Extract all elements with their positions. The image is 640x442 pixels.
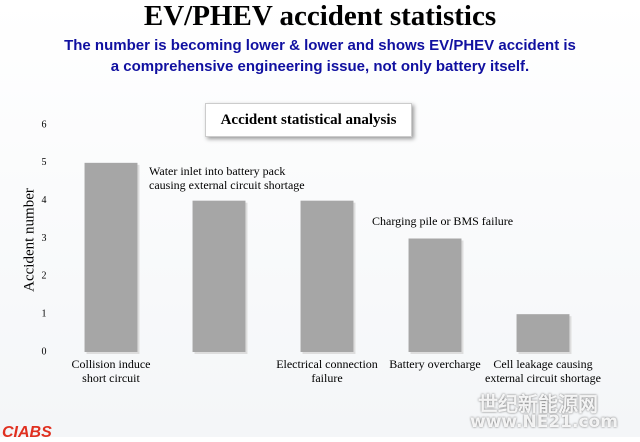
x-tick-label: Water inlet into battery pack causing ex… [149,164,305,192]
bar [408,238,462,352]
x-tick-label: Cell leakage causing external circuit sh… [485,357,601,385]
annotation: Charging pile or BMS failure [372,214,514,228]
x-tick-label: Electrical connection failure [276,357,378,385]
y-axis-label: Accident number [21,188,37,292]
bar [516,314,570,352]
y-tick-label: 0 [42,346,47,357]
subtitle: The number is becoming lower & lower and… [64,37,576,54]
y-tick-label: 5 [42,157,47,168]
chart-title: Accident statistical analysis [205,103,412,137]
bar [300,200,354,352]
bar [84,162,138,352]
x-tick-label: Collision induce short circuit [71,357,151,385]
y-tick-label: 6 [42,119,47,130]
x-tick-label: Battery overcharge [389,357,481,371]
slide-title: EV/PHEV accident statistics [143,0,497,32]
watermark: www.NE21.com [470,412,618,432]
logo: CIABS [2,424,52,441]
y-tick-label: 1 [42,308,47,319]
watermark: 世纪新能源网 [478,392,598,416]
y-tick-label: 2 [42,271,47,282]
y-tick-label: 4 [42,195,47,206]
y-tick-label: 3 [42,233,47,244]
subtitle: a comprehensive engineering issue, not o… [110,58,530,75]
bar [192,200,246,352]
